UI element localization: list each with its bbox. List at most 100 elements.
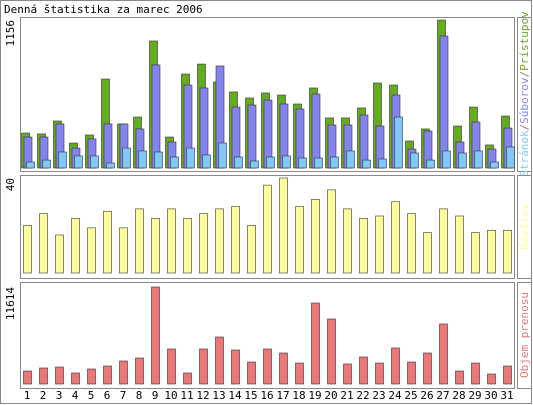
- bar: [314, 157, 323, 169]
- bar: [439, 208, 448, 274]
- bar: [71, 218, 80, 274]
- bar: [167, 208, 176, 274]
- x-tick-label: 12: [196, 389, 209, 402]
- bar: [154, 151, 163, 169]
- bar: [183, 218, 192, 274]
- bar: [378, 158, 387, 169]
- x-tick-label: 1: [24, 389, 31, 402]
- x-tick-label: 14: [228, 389, 242, 402]
- bar: [503, 229, 512, 274]
- bar: [487, 229, 496, 274]
- bar: [343, 363, 352, 385]
- bar: [423, 352, 432, 385]
- bar: [119, 227, 128, 274]
- bar: [490, 161, 499, 169]
- bar: [327, 189, 336, 274]
- legend-entry: Súborov: [518, 77, 531, 124]
- bar: [26, 161, 35, 169]
- x-tick-label: 29: [468, 389, 481, 402]
- bar: [87, 368, 96, 385]
- x-tick-label: 30: [484, 389, 497, 402]
- bar: [410, 152, 419, 169]
- bar: [199, 213, 208, 274]
- y-tick-label: 1156: [4, 20, 17, 47]
- bar: [39, 367, 48, 385]
- bar: [407, 361, 416, 385]
- legend-frame: [517, 175, 532, 279]
- bar: [135, 357, 144, 385]
- bar: [119, 360, 128, 385]
- bar: [103, 123, 113, 169]
- bar: [170, 156, 179, 169]
- x-tick-label: 11: [180, 389, 193, 402]
- bar: [167, 348, 176, 385]
- bar: [487, 373, 496, 385]
- bar: [215, 208, 224, 274]
- bar: [74, 155, 83, 169]
- bar: [135, 208, 144, 274]
- bar: [423, 232, 432, 274]
- legend: Návštev: [518, 203, 531, 250]
- bar: [311, 93, 321, 169]
- bar: [439, 323, 448, 385]
- bar: [122, 147, 131, 169]
- bar: [295, 362, 304, 385]
- x-tick-label: 27: [436, 389, 449, 402]
- bar: [42, 159, 51, 169]
- bar: [375, 215, 384, 274]
- bar: [311, 302, 320, 385]
- x-tick-label: 5: [88, 389, 95, 402]
- bar: [407, 213, 416, 274]
- bar: [394, 116, 403, 169]
- bar: [186, 147, 195, 169]
- chart-title: Denná štatistika za marec 2006: [4, 3, 203, 16]
- x-tick-label: 4: [72, 389, 79, 402]
- bar: [471, 362, 480, 385]
- bar: [375, 362, 384, 385]
- x-tick-label: 26: [420, 389, 433, 402]
- bar: [330, 156, 339, 169]
- y-tick-label: 40: [4, 178, 17, 191]
- bar: [58, 151, 67, 169]
- x-tick-label: 25: [404, 389, 417, 402]
- bar: [103, 210, 112, 274]
- x-tick-label: 13: [212, 389, 225, 402]
- bar: [471, 232, 480, 274]
- bar: [183, 372, 192, 385]
- x-tick-label: 21: [340, 389, 353, 402]
- bar: [151, 218, 160, 274]
- x-tick-label: 3: [56, 389, 63, 402]
- bar: [106, 162, 115, 169]
- legend: Objem prenosu: [518, 292, 531, 378]
- legend: Stránok/Súborov/Prístupov: [518, 11, 531, 177]
- bar: [346, 150, 355, 169]
- bar: [455, 370, 464, 385]
- bar: [474, 150, 483, 169]
- bar: [279, 177, 288, 274]
- bar: [327, 318, 336, 385]
- x-tick-label: 2: [40, 389, 47, 402]
- bar: [55, 366, 64, 385]
- panel-frame: [20, 17, 515, 172]
- bar: [23, 370, 32, 385]
- x-tick-label: 17: [276, 389, 289, 402]
- bar: [247, 361, 256, 385]
- legend-separator: /: [518, 71, 531, 78]
- bar: [39, 213, 48, 274]
- x-tick-label: 20: [324, 389, 337, 402]
- bar: [343, 208, 352, 274]
- bar: [263, 184, 272, 274]
- x-tick-label: 6: [104, 389, 111, 402]
- x-tick-label: 7: [120, 389, 127, 402]
- bar: [247, 225, 256, 274]
- x-tick-label: 15: [244, 389, 257, 402]
- x-tick-label: 16: [260, 389, 273, 402]
- bar: [503, 365, 512, 385]
- bar: [103, 365, 112, 385]
- bar: [311, 199, 320, 274]
- panel-frame: [20, 282, 515, 389]
- bar: [279, 352, 288, 385]
- bar: [71, 372, 80, 385]
- bar: [234, 156, 243, 169]
- legend-frame: [517, 17, 532, 172]
